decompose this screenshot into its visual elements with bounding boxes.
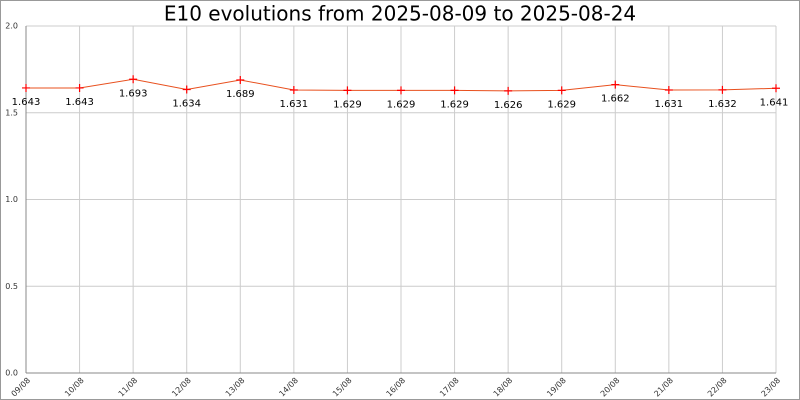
point-marker xyxy=(557,86,566,95)
value-label: 1.629 xyxy=(440,99,469,110)
point-marker xyxy=(664,86,673,95)
value-label: 1.631 xyxy=(655,99,684,110)
point-marker xyxy=(718,85,727,94)
y-tick-label: 0.5 xyxy=(5,282,18,291)
y-tick-label: 1.5 xyxy=(5,108,18,117)
point-marker xyxy=(397,86,405,95)
value-label: 1.689 xyxy=(226,89,255,100)
point-marker xyxy=(343,86,352,95)
value-label: 1.626 xyxy=(494,100,523,111)
point-marker xyxy=(289,86,298,95)
value-label: 1.641 xyxy=(760,97,789,108)
value-label: 1.643 xyxy=(12,97,41,108)
value-label: 1.662 xyxy=(601,94,630,105)
value-label: 1.629 xyxy=(547,99,576,110)
value-label: 1.631 xyxy=(280,99,309,110)
y-tick-label: 1.0 xyxy=(5,195,18,204)
value-label: 1.634 xyxy=(172,99,201,110)
y-tick-label: 0.0 xyxy=(5,369,18,378)
value-label: 1.629 xyxy=(333,99,362,110)
point-marker xyxy=(236,75,245,84)
point-marker xyxy=(22,83,30,92)
value-label: 1.632 xyxy=(708,99,737,110)
chart-title: E10 evolutions from 2025-08-09 to 2025-0… xyxy=(164,2,636,26)
value-label: 1.693 xyxy=(119,88,148,99)
value-label: 1.643 xyxy=(65,97,94,108)
y-tick-label: 2.0 xyxy=(5,22,18,31)
point-marker xyxy=(75,83,84,92)
point-marker xyxy=(504,86,513,95)
value-label: 1.629 xyxy=(387,99,416,110)
point-marker xyxy=(182,85,191,94)
point-marker xyxy=(611,80,620,89)
point-marker xyxy=(450,86,459,95)
point-marker xyxy=(129,75,138,84)
point-marker xyxy=(772,84,780,93)
